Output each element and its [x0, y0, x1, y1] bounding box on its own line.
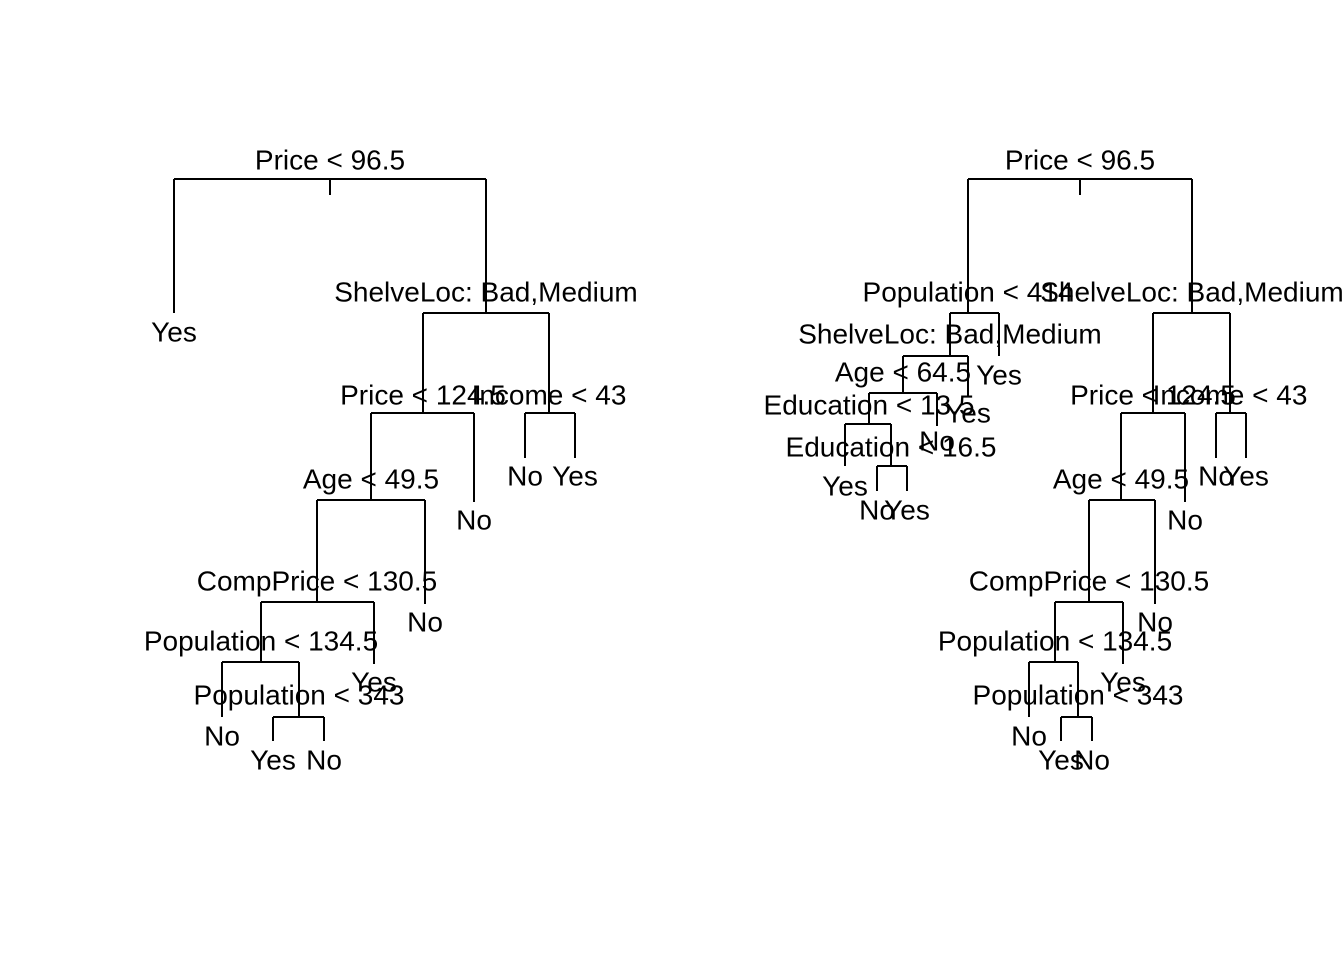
node-label: No — [456, 504, 492, 535]
node-label: No — [407, 606, 443, 637]
node-label: Yes — [552, 460, 598, 491]
node-label: Population < 343 — [973, 679, 1184, 710]
node-label: Income < 43 — [472, 379, 627, 410]
node-label: CompPrice < 130.5 — [969, 565, 1209, 596]
node-label: No — [1011, 720, 1047, 751]
node-label: Population < 134.5 — [144, 625, 378, 656]
node-label: Age < 64.5 — [835, 356, 971, 387]
node-label: Price < 124.5 — [1070, 379, 1236, 410]
node-label: Yes — [1223, 460, 1269, 491]
node-label: Population < 414 — [863, 276, 1074, 307]
node-label: No — [507, 460, 543, 491]
node-label: Yes — [976, 359, 1022, 390]
node-label: Population < 343 — [194, 679, 405, 710]
node-label: Age < 49.5 — [1053, 463, 1189, 494]
node-label: Yes — [250, 744, 296, 775]
node-label: Yes — [884, 494, 930, 525]
node-label: Population < 134.5 — [938, 625, 1172, 656]
node-label: No — [1074, 744, 1110, 775]
node-label: Yes — [1100, 666, 1146, 697]
node-label: No — [1137, 606, 1173, 637]
node-label: Age < 49.5 — [303, 463, 439, 494]
node-label: ShelveLoc: Bad,Medium — [334, 276, 638, 307]
node-label: Education < 13.5 — [764, 389, 975, 420]
node-label: ShelveLoc: Bad,Medium — [1040, 276, 1344, 307]
node-label: No — [1167, 504, 1203, 535]
node-label: No — [919, 425, 955, 456]
node-label: ShelveLoc: Bad,Medium — [798, 318, 1102, 349]
node-label: Yes — [351, 666, 397, 697]
node-label: No — [306, 744, 342, 775]
node-label: CompPrice < 130.5 — [197, 565, 437, 596]
node-label: Yes — [822, 470, 868, 501]
node-label: No — [204, 720, 240, 751]
node-label: Yes — [945, 397, 991, 428]
node-label: No — [1198, 460, 1234, 491]
node-label: Price < 96.5 — [255, 144, 405, 175]
node-label: Price < 96.5 — [1005, 144, 1155, 175]
node-label: Yes — [1038, 744, 1084, 775]
node-label: No — [859, 494, 895, 525]
node-label: Price < 124.5 — [340, 379, 506, 410]
node-label: Income < 43 — [1153, 379, 1308, 410]
node-label: Education < 16.5 — [786, 431, 997, 462]
node-label: Yes — [151, 316, 197, 347]
